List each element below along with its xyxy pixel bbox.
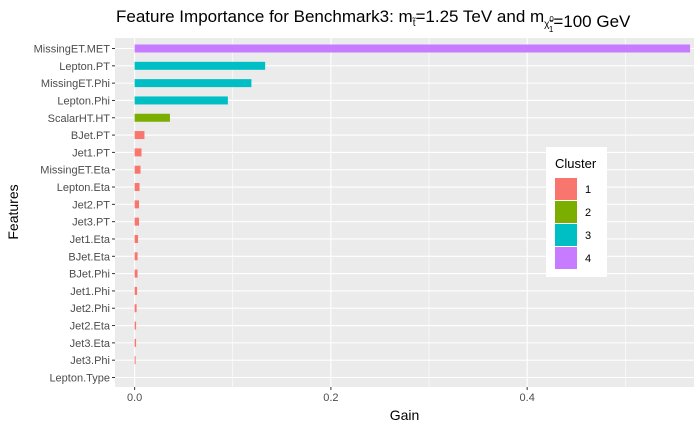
bar [134,79,252,88]
legend: Cluster 1 2 3 4 [546,147,607,277]
y-tick-label: Jet3.Eta [70,338,111,350]
bar [134,183,140,192]
y-tick-label: BJet.PT [71,130,110,142]
y-tick-label: BJet.Eta [68,251,110,263]
bar [134,234,139,243]
bar [134,200,140,209]
title-sub2: χ̃ [544,19,553,30]
legend-label: 4 [585,253,591,265]
bar [134,96,228,105]
bar [134,131,145,140]
bar [134,321,137,330]
y-tick-label: Lepton.PT [59,61,110,73]
plot-panel [115,38,694,387]
bar [134,44,691,53]
bar [134,304,137,313]
y-tick-label: Lepton.Phi [57,95,110,107]
y-tick-label: Jet2.Phi [70,303,110,315]
bars [134,44,691,365]
bar [134,269,138,278]
bar [134,61,266,70]
bar [134,286,138,295]
y-tick-label: Jet1.Eta [70,234,111,246]
legend-title: Cluster [555,156,597,171]
bar [134,356,136,365]
x-axis-ticks: 0.0 0.2 0.4 [127,387,535,404]
y-tick-label: MissingET.MET [34,44,111,56]
y-tick-label: Jet1.Phi [70,286,110,298]
y-axis-title: Features [5,184,21,239]
y-tick-label: Jet3.PT [72,217,110,229]
x-axis-title: Gain [390,407,420,423]
bar [134,252,138,261]
y-tick-label: Lepton.Type [49,373,110,385]
title-sub2-sup: 0 [549,15,554,24]
y-tick-label: BJet.Phi [69,269,110,281]
y-tick-label: MissingET.Phi [41,78,110,90]
legend-swatch [555,201,577,223]
y-tick-label: ScalarHT.HT [48,113,111,125]
legend-label: 1 [585,184,591,196]
bar [134,165,141,174]
title-sub2-sub: 1 [549,25,554,34]
chart-title: Feature Importance for Benchmark3: mt̃=1… [116,7,631,34]
y-tick-label: Lepton.Eta [57,182,111,194]
title-sub1: t̃ [411,17,416,29]
x-tick-label: 0.4 [520,392,535,404]
y-tick-label: Jet1.PT [72,147,110,159]
y-axis-ticks: MissingET.MET Lepton.PT MissingET.Phi Lepto… [34,44,115,385]
x-tick-label: 0.2 [323,392,338,404]
title-suffix: =100 GeV [553,12,631,31]
title-prefix: Feature Importance for Benchmark3: m [116,7,413,26]
legend-swatch [555,178,577,200]
y-tick-label: MissingET.Eta [40,165,111,177]
legend-label: 2 [585,207,591,219]
x-tick-label: 0.0 [127,392,142,404]
y-tick-label: Jet3.Phi [70,355,110,367]
y-tick-label: Jet2.Eta [70,321,111,333]
legend-swatch [555,247,577,269]
bar [134,338,137,347]
bar [134,148,142,157]
bar [134,113,170,122]
legend-items: 1 2 3 4 [555,178,591,269]
legend-swatch [555,224,577,246]
title-mid: =1.25 TeV and m [415,7,544,26]
bar [134,217,140,226]
legend-label: 3 [585,230,591,242]
y-tick-label: Jet2.PT [72,199,110,211]
